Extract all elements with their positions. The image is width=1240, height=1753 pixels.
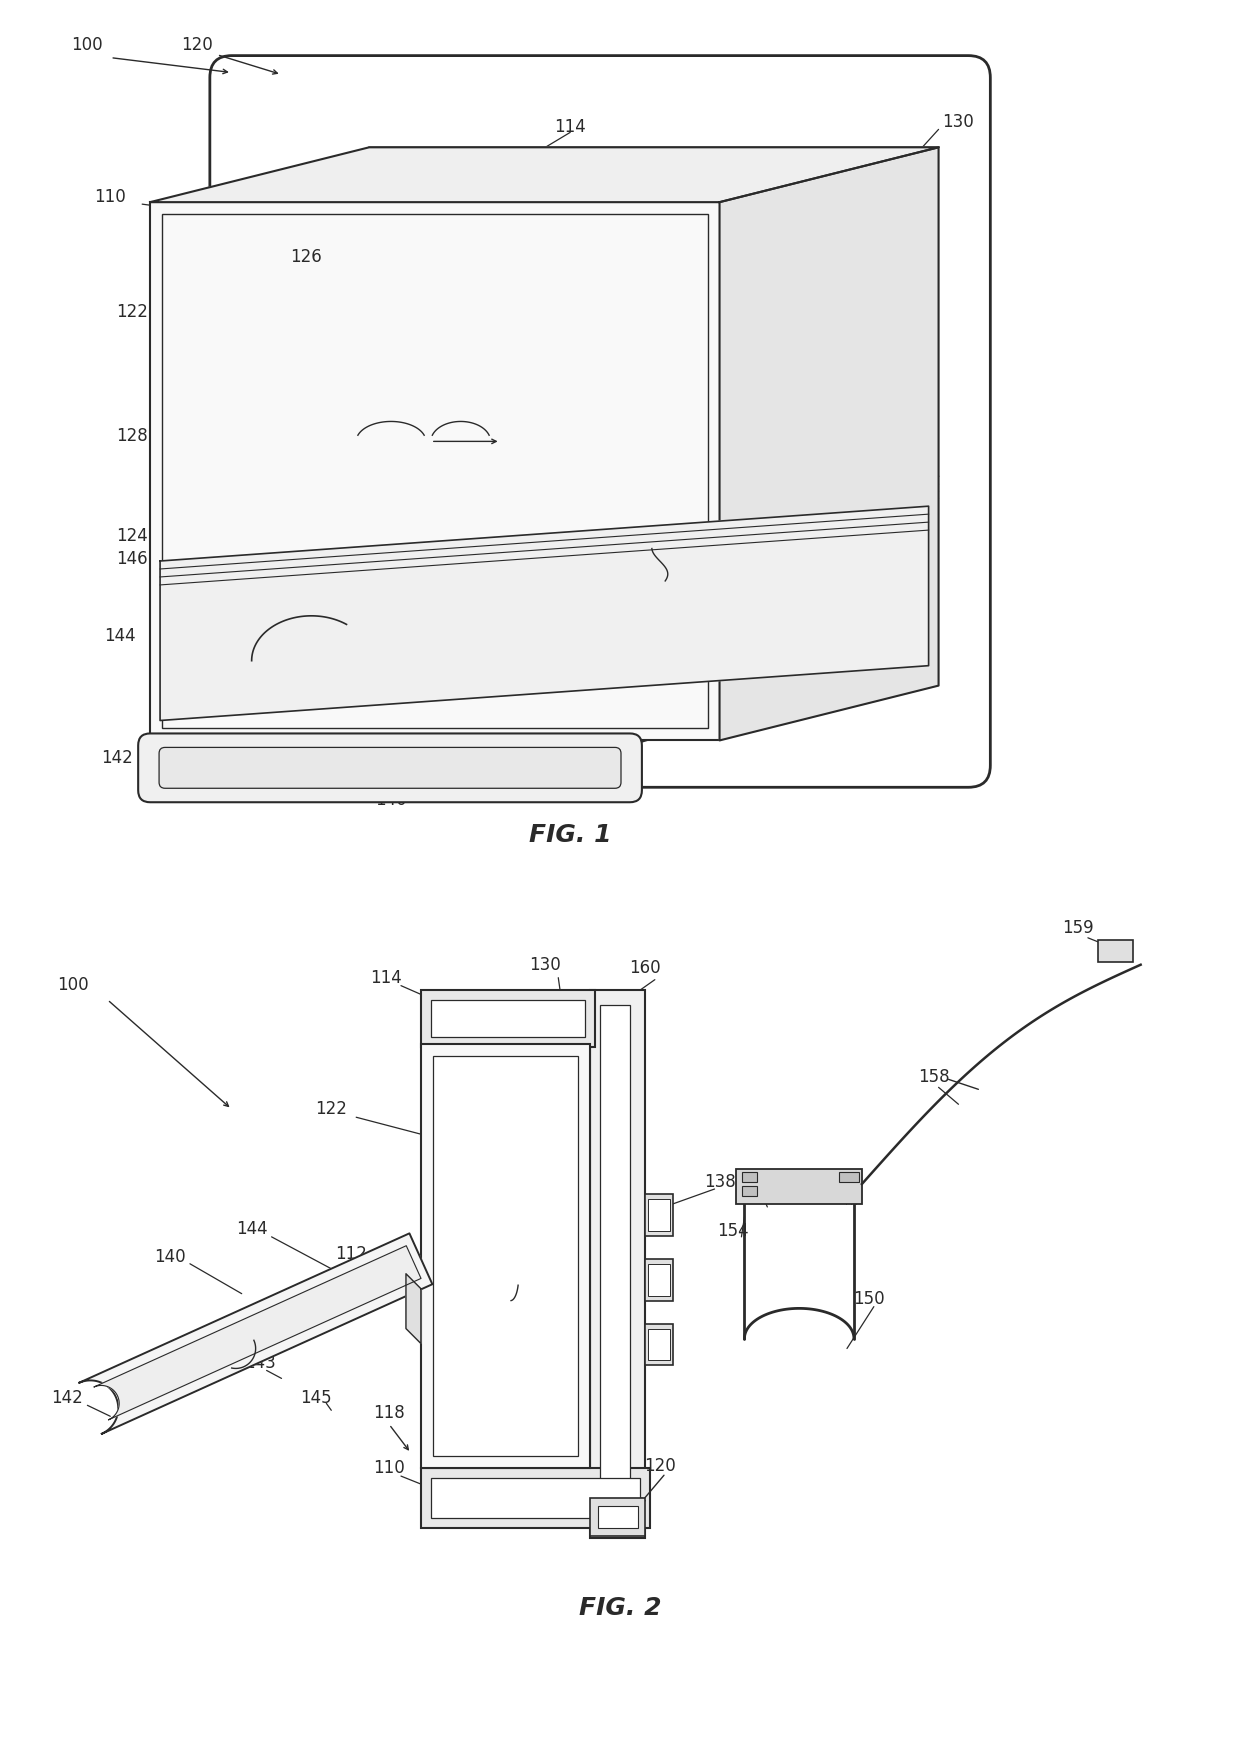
Text: 140: 140 [376,791,407,810]
Text: FIG. 1: FIG. 1 [529,824,611,847]
Bar [647,1264,670,1295]
Text: 160: 160 [629,959,661,976]
Bar [737,1169,862,1204]
FancyBboxPatch shape [138,733,642,803]
Text: 120: 120 [644,1457,676,1474]
Bar [420,990,595,1048]
Polygon shape [94,1246,422,1420]
Text: 114: 114 [371,969,402,987]
Bar [600,1004,630,1523]
Text: 159: 159 [1063,919,1094,936]
Bar [647,1199,670,1231]
Polygon shape [150,147,939,202]
Bar [839,1173,859,1182]
Bar [420,1467,650,1529]
Text: 140: 140 [154,1248,186,1266]
Text: 158: 158 [918,1068,950,1087]
Text: 110: 110 [94,188,126,207]
Bar [430,999,585,1038]
Polygon shape [719,147,939,740]
Bar [1097,940,1132,962]
Text: 130: 130 [529,955,562,973]
Bar [590,1499,645,1536]
Text: 112: 112 [335,1245,367,1262]
Text: 152: 152 [744,1190,775,1208]
Text: 120: 120 [181,35,213,54]
Text: 128: 128 [117,428,148,445]
Text: 122: 122 [315,1101,347,1118]
Text: 144: 144 [236,1220,268,1238]
Text: 100: 100 [57,976,88,994]
Bar [430,1478,640,1518]
Text: 110: 110 [373,1458,405,1478]
Polygon shape [160,507,929,720]
Bar [162,214,708,729]
Polygon shape [79,1234,433,1434]
Text: 154: 154 [717,1222,748,1239]
FancyBboxPatch shape [159,747,621,789]
Text: 146: 146 [117,550,148,568]
Text: FIG. 2: FIG. 2 [579,1595,661,1620]
Bar [743,1187,758,1196]
Text: 118: 118 [373,1404,405,1422]
Text: 124: 124 [117,528,148,545]
Text: 143: 143 [244,1355,275,1373]
Text: 130: 130 [942,114,975,131]
Bar [150,202,719,740]
Text: 126: 126 [290,247,322,266]
Bar [743,1173,758,1182]
Bar [645,1194,673,1236]
Text: 150: 150 [853,1290,884,1308]
Polygon shape [405,1274,420,1343]
Bar [647,1329,670,1360]
Bar [590,990,645,1537]
Bar [645,1259,673,1301]
Text: 144: 144 [104,628,136,645]
Bar [645,1324,673,1366]
Text: 112: 112 [853,522,885,540]
Bar [433,1057,578,1457]
Bar [598,1506,637,1529]
Text: 138: 138 [703,1173,735,1190]
FancyBboxPatch shape [210,56,991,787]
Text: 114: 114 [554,119,587,137]
Text: 142: 142 [102,749,133,768]
Text: 145: 145 [300,1390,332,1408]
Bar [420,1045,590,1467]
Text: 100: 100 [72,35,103,54]
Text: 122: 122 [117,303,148,321]
Text: 142: 142 [52,1390,83,1408]
